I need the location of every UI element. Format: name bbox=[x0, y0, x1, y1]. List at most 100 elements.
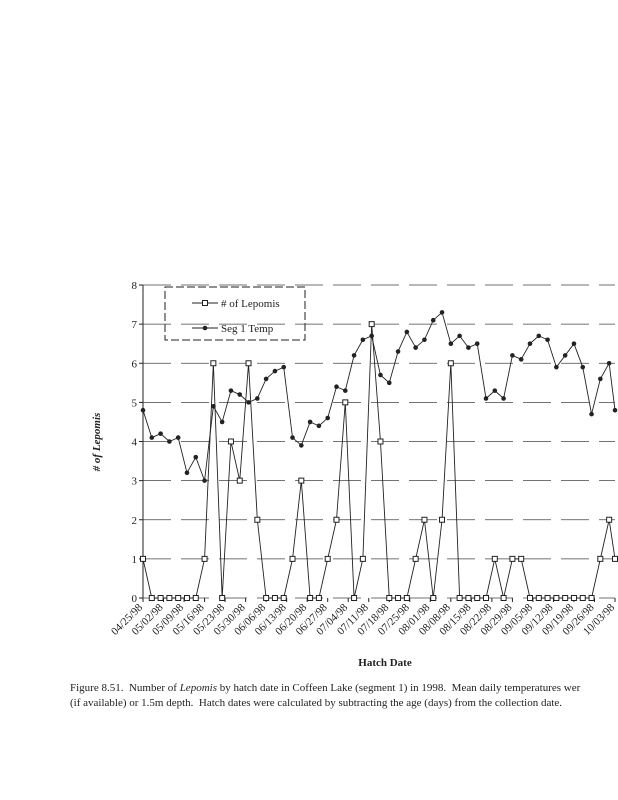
y-tick-label: 8 bbox=[132, 280, 138, 292]
data-point bbox=[263, 595, 270, 601]
data-point bbox=[509, 555, 516, 562]
data-point bbox=[377, 438, 384, 445]
data-point bbox=[219, 595, 226, 601]
data-point bbox=[201, 555, 208, 562]
legend-label: Seg 1 Temp bbox=[221, 323, 274, 335]
data-point bbox=[544, 595, 551, 601]
data-point bbox=[167, 439, 172, 444]
data-point bbox=[501, 396, 506, 401]
data-point bbox=[140, 407, 146, 413]
data-point bbox=[280, 595, 287, 601]
data-point bbox=[395, 349, 401, 354]
data-point bbox=[465, 595, 472, 601]
data-point bbox=[351, 353, 357, 358]
legend-marker bbox=[202, 325, 208, 331]
y-tick-label: 0 bbox=[132, 593, 138, 605]
data-point bbox=[491, 555, 498, 562]
data-point bbox=[527, 341, 533, 346]
data-point bbox=[255, 396, 260, 401]
data-point bbox=[483, 396, 489, 401]
data-point bbox=[228, 388, 234, 393]
caption-species: Lepomis bbox=[179, 682, 217, 694]
data-point bbox=[289, 555, 296, 562]
data-point bbox=[183, 595, 190, 601]
data-point bbox=[570, 595, 577, 601]
data-point bbox=[351, 595, 358, 601]
y-tick-label: 5 bbox=[132, 397, 138, 409]
data-point bbox=[562, 595, 569, 601]
data-point bbox=[562, 353, 568, 358]
data-point bbox=[597, 555, 604, 562]
data-point bbox=[439, 516, 446, 523]
data-point bbox=[412, 555, 419, 562]
data-point bbox=[447, 360, 454, 367]
data-point bbox=[140, 555, 146, 562]
data-point bbox=[360, 337, 366, 343]
data-point bbox=[290, 435, 295, 440]
data-point bbox=[342, 388, 348, 393]
y-tick-label: 1 bbox=[132, 554, 138, 566]
data-point bbox=[342, 399, 349, 406]
data-point bbox=[227, 438, 234, 445]
data-point bbox=[526, 595, 533, 601]
data-point bbox=[158, 431, 163, 436]
data-point bbox=[359, 555, 366, 562]
data-point bbox=[386, 380, 392, 386]
data-point bbox=[315, 595, 322, 601]
data-point bbox=[219, 419, 225, 425]
data-point bbox=[157, 595, 164, 601]
data-point bbox=[457, 333, 462, 339]
data-point bbox=[245, 360, 252, 367]
data-point bbox=[588, 595, 595, 601]
data-point bbox=[210, 360, 217, 367]
data-point bbox=[148, 595, 155, 601]
data-point bbox=[571, 341, 577, 346]
data-point bbox=[193, 454, 199, 460]
caption-text: by hatch date in Coffeen Lake (segment 1… bbox=[216, 682, 581, 694]
data-point bbox=[281, 364, 287, 370]
data-point bbox=[211, 403, 216, 409]
data-point bbox=[299, 443, 304, 448]
data-point bbox=[456, 595, 463, 601]
data-point bbox=[518, 555, 525, 562]
y-axis-label: # of Lepomis bbox=[91, 413, 103, 473]
y-tick-label: 7 bbox=[132, 319, 138, 331]
data-point bbox=[325, 415, 330, 421]
data-point bbox=[184, 470, 190, 476]
data-point bbox=[263, 376, 269, 382]
data-point bbox=[307, 595, 314, 601]
data-point bbox=[175, 595, 182, 601]
data-point bbox=[612, 407, 618, 413]
data-point bbox=[545, 337, 550, 343]
data-point bbox=[316, 423, 322, 429]
data-point bbox=[378, 372, 383, 378]
data-point bbox=[612, 555, 618, 562]
data-point bbox=[439, 310, 445, 315]
data-point bbox=[246, 400, 251, 405]
data-point bbox=[369, 333, 374, 339]
data-point bbox=[430, 317, 436, 323]
y-tick-label: 3 bbox=[132, 476, 138, 488]
data-point bbox=[483, 595, 490, 601]
data-point bbox=[236, 477, 243, 484]
data-point bbox=[237, 392, 243, 397]
data-point bbox=[430, 595, 437, 601]
data-point bbox=[510, 353, 515, 358]
data-point bbox=[554, 364, 559, 370]
data-point bbox=[553, 595, 560, 601]
data-point bbox=[598, 376, 603, 382]
y-tick-label: 4 bbox=[132, 437, 138, 449]
data-point bbox=[149, 435, 155, 440]
data-point bbox=[404, 329, 410, 335]
data-point bbox=[298, 477, 305, 484]
data-point bbox=[307, 419, 313, 425]
caption-line-2: (if available) or 1.5m depth. Hatch date… bbox=[70, 697, 563, 709]
data-point bbox=[579, 595, 586, 601]
data-point bbox=[466, 345, 471, 350]
data-point bbox=[518, 357, 524, 362]
data-point bbox=[272, 368, 278, 374]
data-point bbox=[474, 341, 480, 346]
data-point bbox=[368, 321, 375, 328]
caption-text: Figure 8.51. Number of bbox=[70, 682, 180, 694]
